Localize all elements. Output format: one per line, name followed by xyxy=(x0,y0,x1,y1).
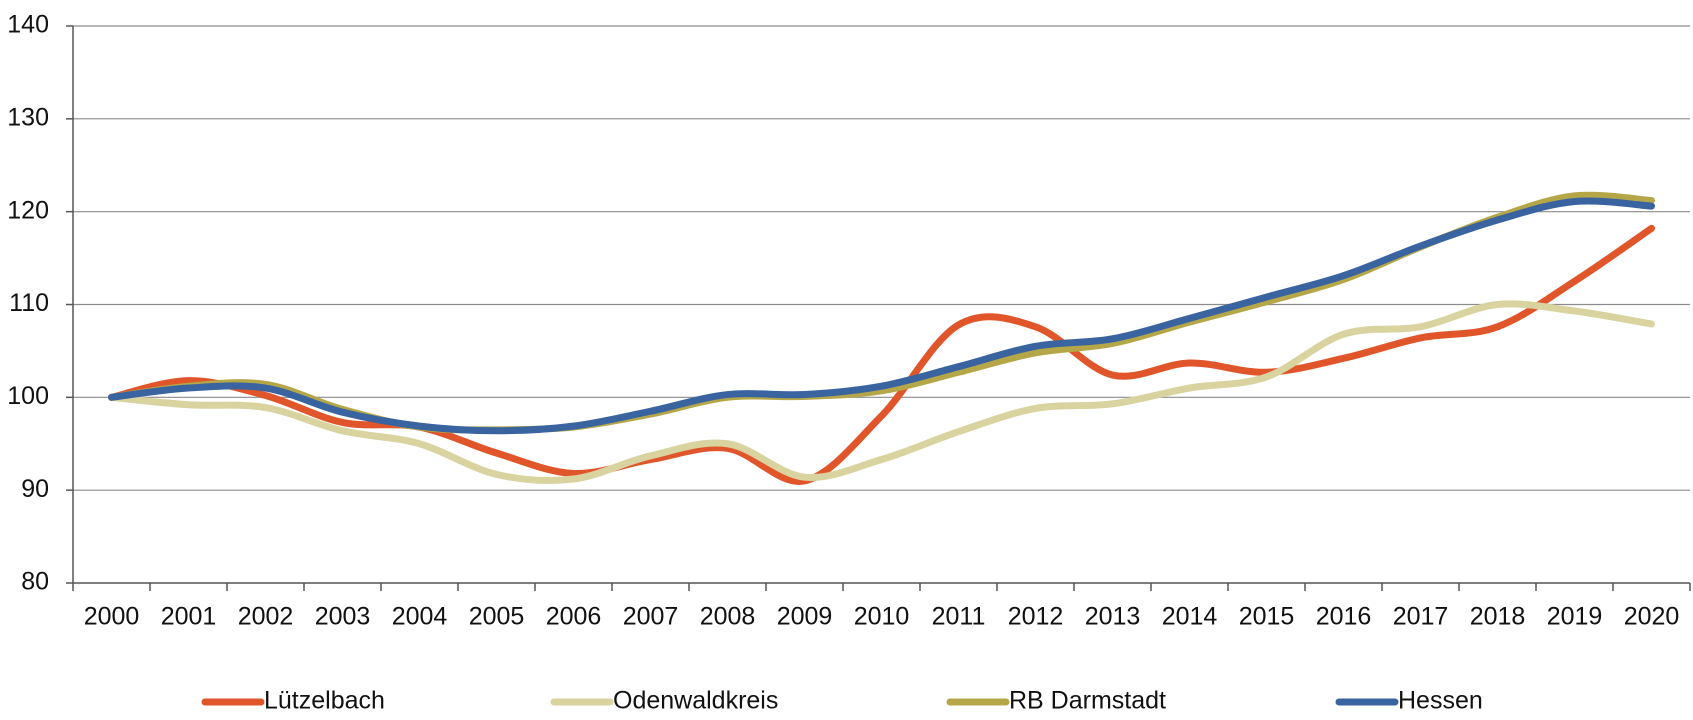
series-line xyxy=(108,197,1655,435)
series-line xyxy=(108,300,1655,485)
x-tick-label: 2011 xyxy=(932,603,986,631)
x-tick-label: 2002 xyxy=(238,603,294,631)
y-tick-label: 80 xyxy=(21,568,49,596)
y-tick-label: 90 xyxy=(21,475,49,503)
y-tick-label: 130 xyxy=(7,103,49,131)
x-tick-label: 2016 xyxy=(1316,603,1372,631)
x-tick-label: 2020 xyxy=(1624,603,1680,631)
x-tick-label: 2015 xyxy=(1239,603,1295,631)
x-tick-label: 2001 xyxy=(161,603,217,631)
legend-label: Odenwaldkreis xyxy=(613,687,778,715)
y-tick-label: 110 xyxy=(9,289,49,317)
x-tick-label: 2004 xyxy=(392,603,448,631)
x-tick-label: 2017 xyxy=(1393,603,1449,631)
legend-label: Lützelbach xyxy=(264,687,385,715)
legend-label: Hessen xyxy=(1398,687,1483,715)
legend-label: RB Darmstadt xyxy=(1009,687,1166,715)
y-tick-label: 100 xyxy=(7,382,49,410)
series-line xyxy=(108,224,1655,485)
x-tick-label: 2019 xyxy=(1547,603,1603,631)
x-tick-label: 2006 xyxy=(546,603,602,631)
y-tick-label: 140 xyxy=(7,11,49,39)
x-tick-label: 2012 xyxy=(1008,603,1064,631)
x-tick-label: 2010 xyxy=(854,603,910,631)
x-tick-label: 2013 xyxy=(1085,603,1141,631)
x-tick-label: 2018 xyxy=(1470,603,1526,631)
x-tick-label: 2000 xyxy=(84,603,140,631)
x-tick-label: 2014 xyxy=(1162,603,1218,631)
x-tick-label: 2007 xyxy=(623,603,679,631)
x-tick-label: 2008 xyxy=(700,603,756,631)
series-line xyxy=(108,191,1655,434)
x-tick-label: 2009 xyxy=(777,603,833,631)
x-tick-label: 2003 xyxy=(315,603,371,631)
y-tick-label: 120 xyxy=(7,196,49,224)
x-tick-label: 2005 xyxy=(469,603,525,631)
